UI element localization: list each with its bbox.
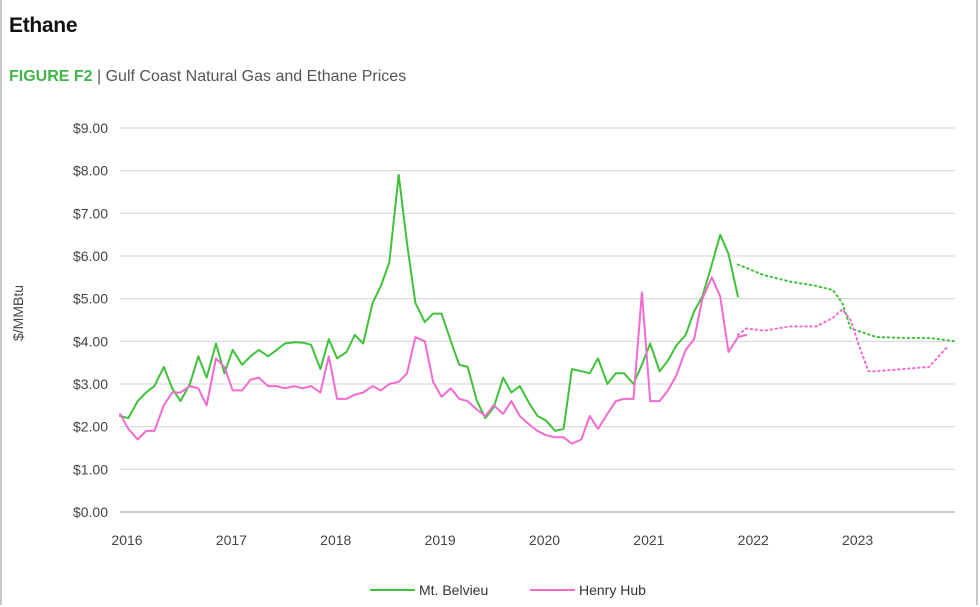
x-tick-label: 2023 [842, 532, 873, 548]
forecast-series-line [736, 263, 956, 343]
y-tick-label: $7.00 [73, 205, 108, 221]
y-axis-title: $/MMBtu [10, 285, 26, 341]
x-tick-label: 2022 [738, 532, 769, 548]
chart-legend: Mt. Belvieu Henry Hub [370, 582, 646, 598]
legend-label: Mt. Belvieu [419, 582, 488, 598]
y-tick-label: $4.00 [73, 333, 108, 349]
y-tick-label: $2.00 [73, 419, 108, 435]
series-line [119, 276, 748, 445]
y-tick-label: $0.00 [73, 504, 108, 520]
y-tick-label: $9.00 [73, 120, 108, 136]
y-axis-ticks: $0.00 $1.00 $2.00 $3.00 $4.00 $5.00 $6.00 $7.00… [73, 120, 108, 520]
figure-caption: FIGURE F2 | Gulf Coast Natural Gas and E… [9, 68, 406, 86]
figure-number: FIGURE F2 [9, 68, 93, 85]
x-axis-ticks: 2016 2017 2018 2019 2020 2021 2022 2023 [111, 532, 873, 548]
y-tick-label: $5.00 [73, 291, 108, 307]
forecast-series-line [736, 308, 948, 373]
y-tick-label: $3.00 [73, 376, 108, 392]
figure-separator: | [92, 68, 106, 85]
x-tick-label: 2018 [320, 532, 351, 548]
x-tick-label: 2021 [633, 532, 664, 548]
x-tick-label: 2019 [425, 532, 456, 548]
chart-gridlines [120, 127, 955, 513]
legend-label: Henry Hub [579, 582, 646, 598]
y-tick-label: $1.00 [73, 461, 108, 477]
x-tick-label: 2016 [111, 532, 142, 548]
section-title: Ethane [9, 14, 78, 37]
y-tick-label: $6.00 [73, 248, 108, 264]
x-tick-label: 2020 [529, 532, 560, 548]
x-tick-label: 2017 [216, 532, 247, 548]
y-tick-label: $8.00 [73, 163, 108, 179]
chart-series [119, 173, 956, 445]
figure-title: Gulf Coast Natural Gas and Ethane Prices [105, 68, 407, 85]
